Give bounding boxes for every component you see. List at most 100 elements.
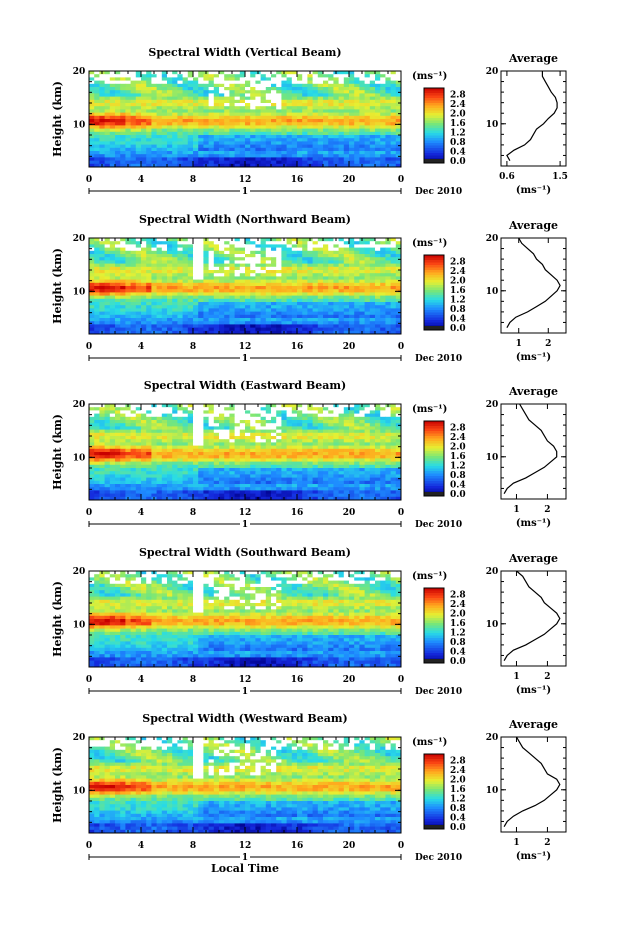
- heatmap-cell: [354, 432, 360, 437]
- heatmap-cell: [141, 247, 147, 252]
- day-label: 1: [242, 187, 248, 197]
- heatmap-cell: [250, 423, 256, 427]
- heatmap-cell: [89, 163, 95, 168]
- heatmap-cell: [151, 125, 157, 129]
- heatmap-cell: [328, 311, 334, 316]
- heatmap-cell: [343, 106, 350, 110]
- heatmap-cell: [390, 103, 397, 107]
- heatmap-cell: [104, 439, 111, 443]
- heatmap-cell: [255, 423, 261, 427]
- heatmap-cell: [271, 445, 277, 450]
- heatmap-cell: [234, 125, 241, 129]
- heatmap-cell: [203, 244, 209, 248]
- heatmap-cell: [265, 324, 272, 328]
- heatmap-cell: [94, 327, 100, 332]
- heatmap-cell: [343, 295, 350, 300]
- heatmap-cell: [146, 314, 152, 319]
- heatmap-cell: [94, 247, 100, 252]
- heatmap-cell: [328, 131, 334, 136]
- heatmap-cell: [135, 404, 142, 408]
- heatmap-cell: [250, 99, 256, 104]
- heatmap-cell: [234, 96, 241, 101]
- heatmap-cell: [250, 250, 256, 255]
- heatmap-cell: [151, 298, 157, 303]
- average-frame: [500, 237, 567, 334]
- heatmap-cell: [349, 99, 355, 104]
- heatmap-cell: [265, 80, 272, 85]
- heatmap-cell: [333, 244, 339, 248]
- heatmap-cell: [141, 311, 147, 316]
- heatmap-cell: [317, 157, 324, 161]
- heatmap-cell: [359, 99, 365, 104]
- heatmap-cell: [354, 314, 360, 319]
- heatmap-cell: [286, 115, 293, 120]
- heatmap-cell: [250, 151, 256, 155]
- heatmap-cell: [115, 327, 121, 332]
- heatmap-cell: [291, 295, 298, 300]
- heatmap-cell: [328, 147, 334, 152]
- heatmap-cell: [255, 96, 261, 101]
- heatmap-cell: [234, 119, 241, 123]
- heatmap-cell: [141, 420, 147, 424]
- colorbar-frame: [423, 87, 445, 164]
- heatmap-cell: [167, 279, 173, 284]
- heatmap-cell: [271, 106, 277, 110]
- heatmap-cell: [281, 289, 287, 293]
- heatmap-cell: [182, 448, 189, 453]
- heatmap-cell: [369, 330, 376, 335]
- heatmap-cell: [177, 448, 183, 453]
- heatmap-cell: [239, 286, 246, 290]
- heatmap-cell: [130, 432, 137, 437]
- heatmap-cell: [380, 436, 386, 440]
- heatmap-cell: [250, 131, 256, 136]
- heatmap-cell: [99, 106, 105, 110]
- heatmap-cell: [219, 286, 225, 290]
- heatmap-cell: [167, 247, 173, 252]
- heatmap-cell: [364, 308, 371, 312]
- heatmap-cell: [109, 103, 116, 107]
- heatmap-cell: [250, 71, 256, 75]
- heatmap-cell: [245, 318, 251, 322]
- heatmap-cell: [245, 96, 251, 101]
- heatmap-cell: [265, 238, 272, 242]
- heatmap-cell: [125, 407, 131, 411]
- heatmap-cell: [297, 71, 303, 75]
- heatmap-cell: [291, 432, 298, 437]
- heatmap-cell: [338, 103, 345, 107]
- heatmap-cell: [120, 420, 126, 424]
- heatmap-cell: [161, 295, 168, 300]
- heatmap-cell: [182, 276, 189, 280]
- heatmap-cell: [229, 282, 235, 287]
- heatmap-cell: [297, 112, 303, 117]
- panel-title: Spectral Width (Northward Beam): [139, 213, 351, 226]
- heatmap-cell: [338, 244, 345, 248]
- heatmap-cell: [172, 276, 178, 280]
- heatmap-cell: [167, 154, 173, 158]
- heatmap-cell: [135, 157, 142, 161]
- heatmap-cell: [390, 157, 397, 161]
- heatmap-cell: [219, 263, 225, 268]
- heatmap-cell: [239, 420, 246, 424]
- heatmap-cell: [109, 71, 116, 75]
- heatmap-cell: [177, 257, 183, 261]
- heatmap-cell: [229, 263, 235, 268]
- colorbar-swatch: [424, 287, 444, 291]
- heatmap-cell: [141, 432, 147, 437]
- heatmap-cell: [390, 241, 397, 245]
- heatmap-cell: [208, 144, 215, 149]
- heatmap-cell: [239, 311, 246, 316]
- heatmap-cell: [317, 407, 324, 411]
- heatmap-cell: [203, 87, 209, 91]
- heatmap-cell: [380, 413, 386, 418]
- heatmap-cell: [167, 452, 173, 456]
- heatmap-cell: [265, 455, 272, 459]
- heatmap-cell: [182, 442, 189, 446]
- heatmap-cell: [349, 154, 355, 158]
- heatmap-cell: [151, 324, 157, 328]
- heatmap-cell: [234, 432, 241, 437]
- heatmap-cell: [245, 429, 251, 434]
- heatmap-cell: [291, 436, 298, 440]
- heatmap-cell: [172, 305, 178, 309]
- heatmap-cell: [349, 244, 355, 248]
- heatmap-cell: [213, 163, 220, 168]
